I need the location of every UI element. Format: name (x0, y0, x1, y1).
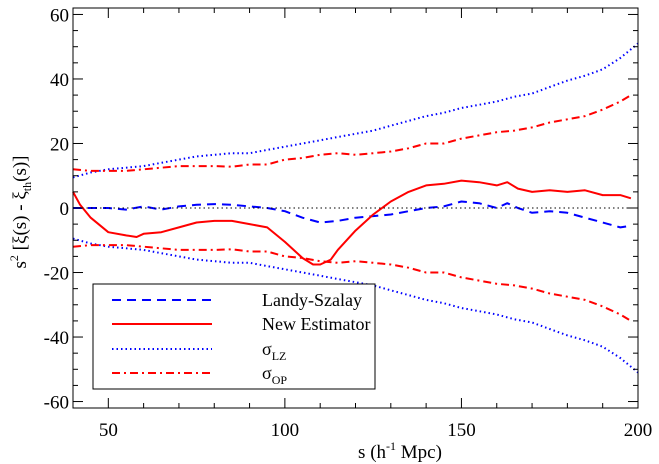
series-line-op_neg (72, 244, 632, 322)
y-tick-label: -60 (44, 393, 69, 414)
legend-label-sigma-op: σOP (262, 363, 287, 387)
plot-lines (72, 42, 639, 374)
y-axis-title: s2 [ξ(s) - ξth(s)] (7, 155, 34, 268)
legend-label-sigma-lz: σLZ (262, 339, 286, 363)
x-tick-label: 50 (99, 420, 118, 441)
x-tick-label: 100 (271, 420, 300, 441)
legend-sigma-op-sub: OP (272, 373, 288, 387)
x-tick-label: 150 (447, 420, 476, 441)
series-line-lz_neg (72, 237, 639, 374)
ticks (72, 8, 639, 408)
series-line-new (72, 179, 632, 266)
y-tick-label: 0 (60, 199, 70, 220)
legend-box (92, 283, 376, 390)
x-tick-label: 200 (624, 420, 653, 441)
y-tick-label: -20 (44, 264, 69, 285)
legend: Landy-Szalay New Estimator σLZ σOP (92, 283, 376, 390)
y-tick-label: -40 (44, 328, 69, 349)
y-tick-label: 40 (50, 70, 69, 91)
y-tick-label: 20 (50, 134, 69, 155)
legend-sigma-lz-main: σ (262, 339, 272, 359)
legend-label-new-estimator: New Estimator (262, 314, 370, 334)
legend-label-landy-szalay: Landy-Szalay (262, 290, 362, 310)
legend-sigma-lz-sub: LZ (272, 349, 287, 363)
series-line-op (72, 94, 632, 172)
x-axis-title: s (h-1 Mpc) (358, 439, 442, 463)
series-line-ls (73, 200, 632, 229)
y-tick-label: 60 (50, 5, 69, 26)
tick-labels: 50 100 150 200 -60 -40 -20 0 20 40 60 (44, 5, 653, 441)
series-line-lz (72, 42, 639, 179)
legend-sigma-op-main: σ (262, 363, 272, 383)
